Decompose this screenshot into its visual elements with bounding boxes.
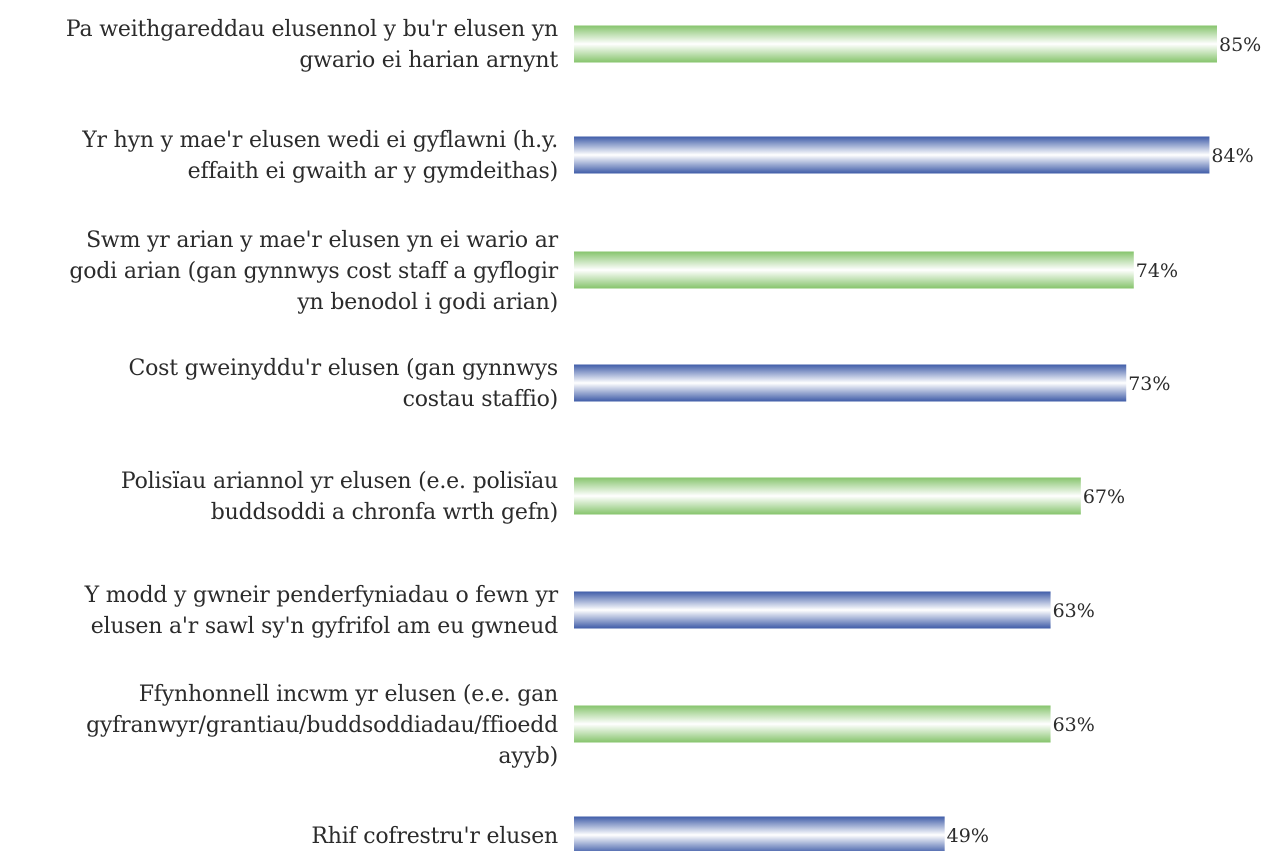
- category-label-line: Pa weithgareddau elusennol y bu'r elusen…: [65, 17, 558, 42]
- value-label-8: 49%: [947, 825, 989, 847]
- bar-2: [574, 136, 1210, 174]
- bars-group: [574, 25, 1217, 854]
- bar-3: [574, 251, 1134, 289]
- category-label-8: Rhif cofrestru'r elusen: [0, 821, 558, 852]
- category-label-line: godi arian (gan gynnwys cost staff a gyf…: [69, 258, 558, 284]
- value-label-1: 85%: [1219, 34, 1261, 56]
- category-label-line: Swm yr arian y mae'r elusen yn ei wario …: [86, 227, 558, 253]
- bar-4: [574, 364, 1127, 402]
- bar-6: [574, 591, 1051, 629]
- category-label-2: Yr hyn y mae'r elusen wedi ei gyflawni (…: [0, 125, 558, 187]
- category-label-line: gyfranwyr/grantiau/buddsoddiadau/ffioedd: [86, 712, 558, 738]
- bar-5: [574, 477, 1081, 515]
- value-labels-group: 85% 84% 74% 73% 67% 63% 63% 49%: [947, 34, 1262, 847]
- category-label-line: Yr hyn y mae'r elusen wedi ei gyflawni (…: [82, 128, 558, 153]
- bar-8: [574, 816, 945, 854]
- category-label-line: Y modd y gwneir penderfyniadau o fewn yr: [84, 583, 559, 608]
- category-label-5: Polisïau ariannol yr elusen (e.e. polisï…: [0, 466, 558, 528]
- bar-1: [574, 25, 1217, 63]
- value-label-5: 67%: [1083, 486, 1125, 508]
- value-label-3: 74%: [1136, 260, 1178, 282]
- value-label-7: 63%: [1053, 714, 1095, 736]
- category-label-3: Swm yr arian y mae'r elusen yn ei wario …: [0, 225, 558, 318]
- category-label-line: Ffynhonnell incwm yr elusen (e.e. gan: [138, 681, 558, 707]
- category-label-line: Polisïau ariannol yr elusen (e.e. polisï…: [120, 469, 558, 494]
- value-label-4: 73%: [1128, 373, 1170, 395]
- bar-7: [574, 705, 1051, 743]
- category-label-line: ayyb): [498, 743, 558, 769]
- category-label-line: buddsoddi a chronfa wrth gefn): [210, 500, 558, 525]
- value-label-6: 63%: [1053, 600, 1095, 622]
- category-label-line: costau staffio): [402, 387, 559, 412]
- category-label-line: elusen a'r sawl sy'n gyfrifol am eu gwne…: [90, 614, 558, 639]
- category-label-1: Pa weithgareddau elusennol y bu'r elusen…: [0, 14, 558, 76]
- category-label-7: Ffynhonnell incwm yr elusen (e.e. gan gyf…: [0, 679, 558, 772]
- category-label-line: gwario ei harian arnynt: [299, 48, 558, 73]
- value-label-2: 84%: [1211, 145, 1253, 167]
- category-label-6: Y modd y gwneir penderfyniadau o fewn yr…: [0, 580, 559, 642]
- category-label-line: effaith ei gwaith ar y gymdeithas): [187, 159, 559, 184]
- category-label-line: Rhif cofrestru'r elusen: [311, 823, 558, 849]
- category-label-line: Cost gweinyddu'r elusen (gan gynnwys: [128, 356, 558, 381]
- category-label-4: Cost gweinyddu'r elusen (gan gynnwys cost…: [0, 353, 558, 415]
- category-label-line: yn benodol i godi arian): [297, 289, 558, 315]
